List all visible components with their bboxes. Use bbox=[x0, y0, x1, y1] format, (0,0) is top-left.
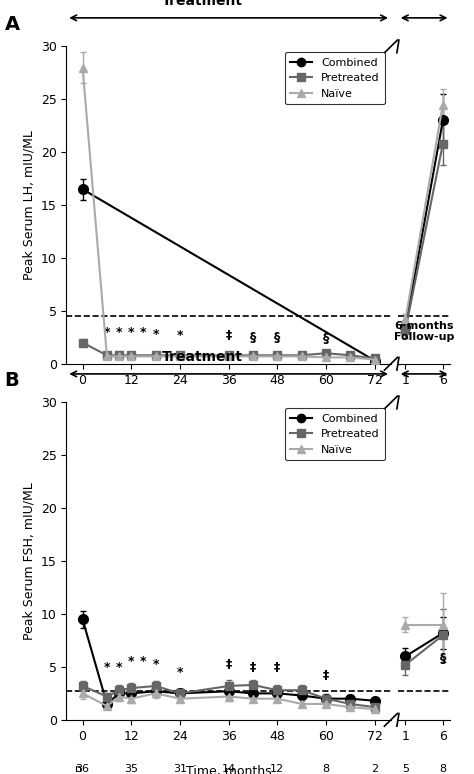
Text: 2: 2 bbox=[371, 408, 378, 418]
Text: 14: 14 bbox=[221, 764, 236, 774]
Text: §: § bbox=[274, 330, 281, 344]
Text: *: * bbox=[116, 327, 122, 340]
Text: 36: 36 bbox=[75, 764, 90, 774]
Text: B: B bbox=[5, 371, 19, 390]
Text: n: n bbox=[75, 764, 82, 774]
Text: *: * bbox=[177, 329, 183, 341]
Text: 5: 5 bbox=[402, 764, 409, 774]
Text: *: * bbox=[104, 661, 110, 674]
Text: *: * bbox=[140, 655, 146, 668]
Text: 35: 35 bbox=[124, 408, 138, 418]
Text: ‡: ‡ bbox=[250, 661, 256, 674]
Y-axis label: Peak Serum FSH, mIU/ML: Peak Serum FSH, mIU/ML bbox=[22, 482, 35, 640]
Text: 8: 8 bbox=[439, 764, 447, 774]
Text: 31: 31 bbox=[173, 764, 187, 774]
Text: *: * bbox=[128, 655, 135, 668]
Legend: Combined, Pretreated, Naïve: Combined, Pretreated, Naïve bbox=[284, 408, 385, 461]
Text: 6 months
Follow-up: 6 months Follow-up bbox=[394, 320, 454, 342]
Text: 14: 14 bbox=[221, 408, 236, 418]
Text: *: * bbox=[140, 327, 146, 340]
Text: 5: 5 bbox=[402, 408, 409, 418]
Text: §: § bbox=[250, 330, 256, 344]
Text: Treatment: Treatment bbox=[162, 351, 243, 365]
Text: 2: 2 bbox=[371, 764, 378, 774]
X-axis label: Time, months: Time, months bbox=[186, 409, 272, 422]
Text: 35: 35 bbox=[124, 764, 138, 774]
Text: A: A bbox=[5, 15, 20, 34]
Text: 8: 8 bbox=[439, 408, 447, 418]
Text: 31: 31 bbox=[173, 408, 187, 418]
Text: n: n bbox=[75, 408, 82, 418]
Text: *: * bbox=[152, 327, 159, 341]
Text: Treatment: Treatment bbox=[162, 0, 243, 9]
Text: 12: 12 bbox=[270, 764, 284, 774]
Text: *: * bbox=[104, 327, 110, 340]
Text: ‡: ‡ bbox=[226, 329, 232, 341]
Text: 12: 12 bbox=[270, 408, 284, 418]
Text: ‡: ‡ bbox=[274, 661, 281, 674]
Text: 36: 36 bbox=[75, 408, 90, 418]
Text: *: * bbox=[152, 658, 159, 671]
Text: ‡: ‡ bbox=[323, 669, 329, 682]
Text: §: § bbox=[323, 332, 329, 344]
Y-axis label: Peak Serum LH, mIU/ML: Peak Serum LH, mIU/ML bbox=[22, 130, 35, 280]
Legend: Combined, Pretreated, Naïve: Combined, Pretreated, Naïve bbox=[284, 52, 385, 104]
Text: *: * bbox=[177, 666, 183, 679]
Text: §: § bbox=[440, 652, 446, 665]
Text: 8: 8 bbox=[322, 764, 329, 774]
Text: *: * bbox=[116, 661, 122, 674]
Text: ‡: ‡ bbox=[226, 658, 232, 671]
X-axis label: Time, months: Time, months bbox=[186, 765, 272, 774]
Text: *: * bbox=[128, 327, 135, 340]
Text: 8: 8 bbox=[322, 408, 329, 418]
